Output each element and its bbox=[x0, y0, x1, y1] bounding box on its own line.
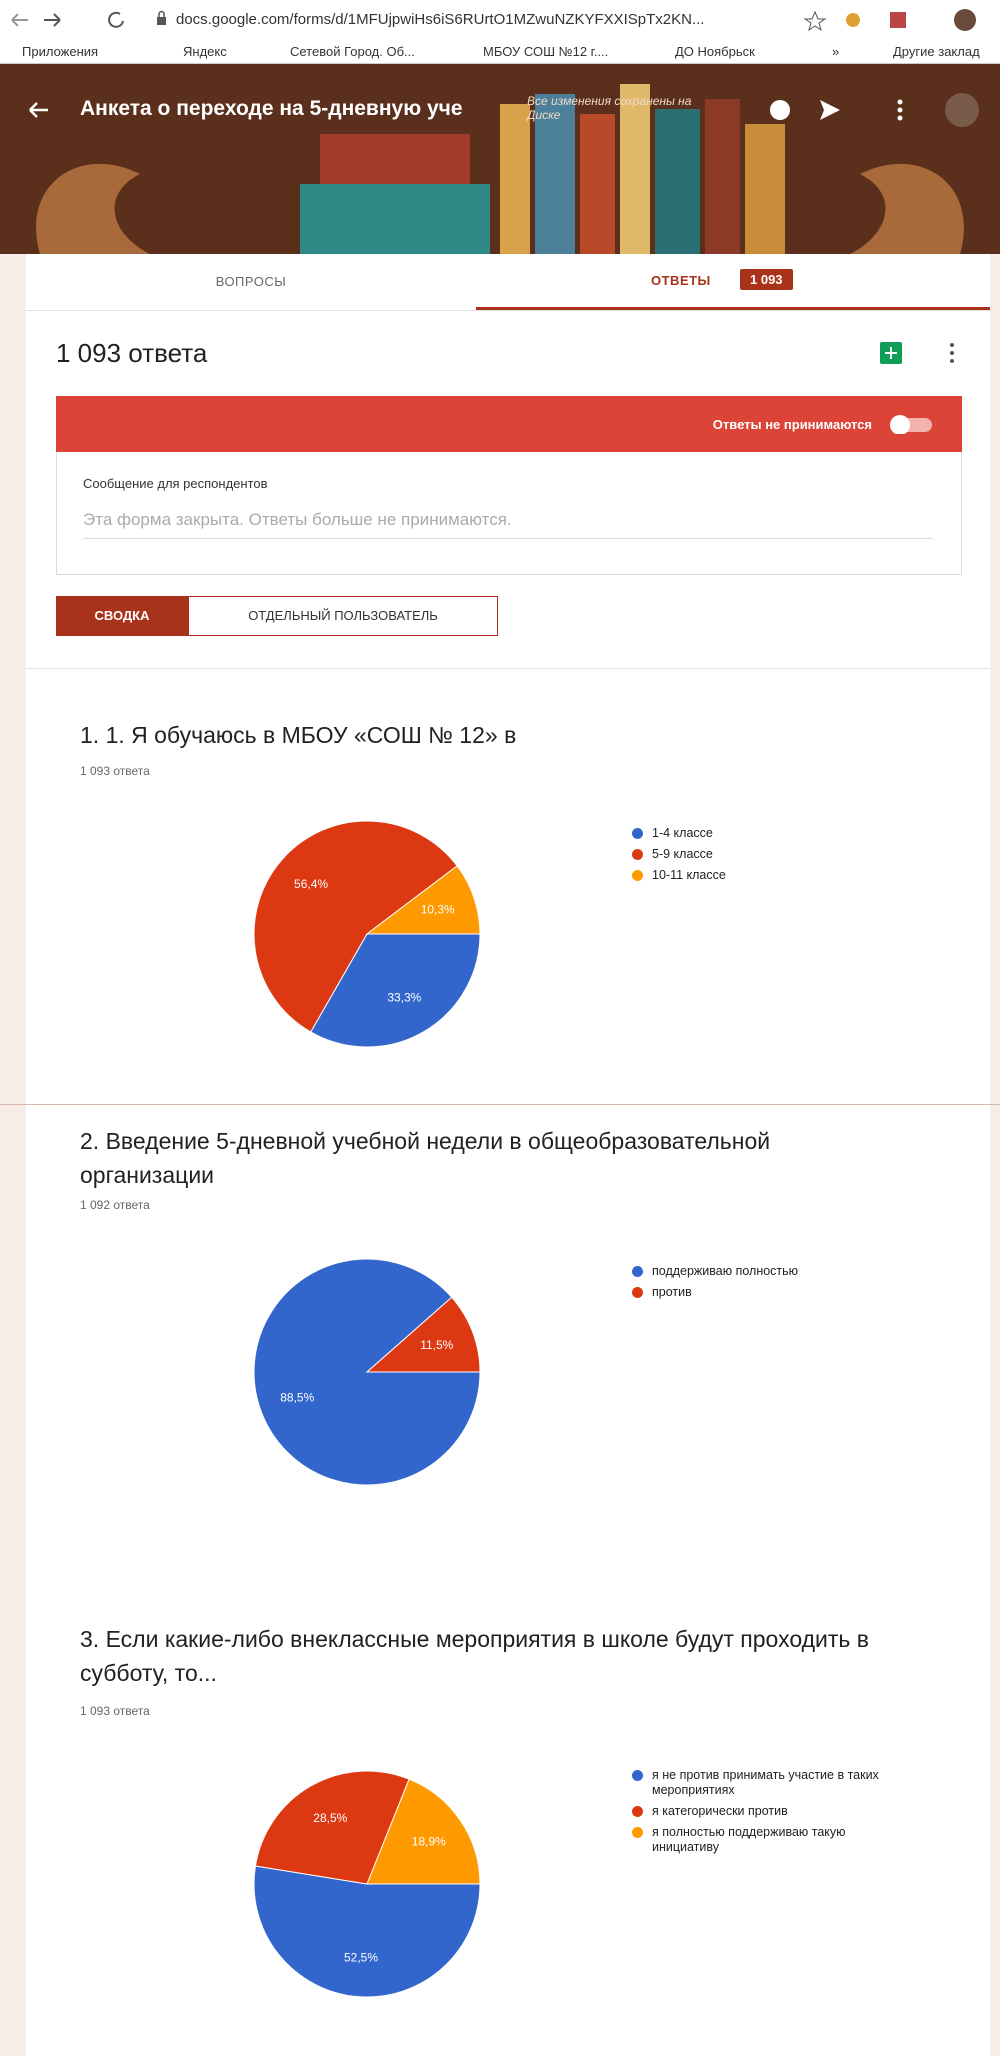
bookmark[interactable]: » bbox=[832, 44, 839, 59]
divider bbox=[26, 668, 990, 669]
legend: поддерживаю полностью против bbox=[632, 1264, 912, 1306]
pie-chart: 88,5% 11,5% bbox=[237, 1242, 497, 1502]
message-label: Сообщение для респондентов bbox=[83, 476, 268, 491]
status-text: Ответы не принимаются bbox=[713, 417, 872, 432]
bookmark[interactable]: Яндекс bbox=[183, 44, 227, 59]
legend-item: я полностью поддерживаю такую инициативу bbox=[632, 1825, 912, 1855]
pie-chart: 52,5% 28,5% 18,9% bbox=[237, 1754, 497, 2014]
legend-label: я не против принимать участие в таких ме… bbox=[652, 1768, 879, 1797]
slice-label: 18,9% bbox=[412, 1834, 446, 1848]
legend-item: поддерживаю полностью bbox=[632, 1264, 912, 1279]
legend-item: против bbox=[632, 1285, 912, 1300]
legend-dot bbox=[632, 1266, 643, 1277]
legend-dot bbox=[632, 1806, 643, 1817]
slice-label: 28,5% bbox=[313, 1811, 347, 1825]
slice-label: 52,5% bbox=[344, 1951, 378, 1965]
bookmark[interactable]: Приложения bbox=[22, 44, 98, 59]
bookmark[interactable]: МБОУ СОШ №12 г.... bbox=[483, 44, 608, 59]
legend-item: я не против принимать участие в таких ме… bbox=[632, 1768, 912, 1798]
legend-label: против bbox=[652, 1285, 692, 1299]
pie-slice bbox=[254, 1866, 480, 1997]
slice-label: 88,5% bbox=[280, 1391, 314, 1405]
view-button[interactable]: ОТДЕЛЬНЫЙ ПОЛЬЗОВАТЕЛЬ bbox=[188, 596, 498, 636]
toolbar-icons bbox=[870, 338, 960, 368]
slice-label: 33,3% bbox=[387, 991, 421, 1005]
divider bbox=[0, 1104, 1000, 1105]
bookmark[interactable]: ДО Ноябрьск bbox=[675, 44, 755, 59]
bookmark[interactable]: Другие заклад bbox=[893, 44, 980, 59]
view-button[interactable]: СВОДКА bbox=[56, 596, 188, 636]
legend-label: 1-4 классе bbox=[652, 826, 713, 840]
legend: я не против принимать участие в таких ме… bbox=[632, 1768, 912, 1861]
question-title: 1. 1. Я обучаюсь в МБОУ «СОШ № 12» в bbox=[80, 718, 900, 752]
tab-indicator bbox=[476, 307, 990, 310]
bookmarks-bar: Приложения Яндекс Сетевой Город. Об... М… bbox=[0, 40, 1000, 64]
question-count: 1 093 ответа bbox=[80, 764, 150, 778]
banner-art bbox=[0, 64, 1000, 254]
legend-label: я полностью поддерживаю такую инициативу bbox=[652, 1825, 846, 1854]
form-title: Анкета о переходе на 5-дневную уче bbox=[80, 97, 463, 121]
bookmark[interactable]: Сетевой Город. Об... bbox=[290, 44, 415, 59]
slice-label: 11,5% bbox=[420, 1338, 453, 1352]
banner: Анкета о переходе на 5-дневную уче Все и… bbox=[0, 64, 1000, 254]
tabs: ВОПРОСЫ ОТВЕТЫ 1 093 bbox=[26, 254, 990, 311]
screenshot: docs.google.com/forms/d/1MFUjpwiHs6iS6RU… bbox=[0, 0, 1000, 2056]
legend-dot bbox=[632, 1770, 643, 1781]
legend-label: 5-9 классе bbox=[652, 847, 713, 861]
slice-label: 10,3% bbox=[421, 902, 455, 916]
message-input[interactable]: Эта форма закрыта. Ответы больше не прин… bbox=[83, 510, 933, 539]
legend-dot bbox=[632, 1287, 643, 1298]
question-count: 1 093 ответа bbox=[80, 1704, 150, 1718]
save-status: Все изменения сохранены на Диске bbox=[527, 94, 727, 122]
status-bar: Ответы не принимаются bbox=[56, 396, 962, 452]
legend-label: я категорически против bbox=[652, 1804, 788, 1818]
tab[interactable]: ВОПРОСЫ bbox=[26, 254, 476, 310]
question-count: 1 092 ответа bbox=[80, 1198, 150, 1212]
legend-dot bbox=[632, 1827, 643, 1838]
legend-item: я категорически против bbox=[632, 1804, 912, 1819]
badge: 1 093 bbox=[740, 269, 793, 290]
legend-dot bbox=[632, 870, 643, 881]
toggle[interactable] bbox=[888, 414, 934, 434]
tab[interactable]: ОТВЕТЫ bbox=[651, 273, 711, 288]
legend-dot bbox=[632, 849, 643, 860]
legend-label: 10-11 классе bbox=[652, 868, 726, 882]
legend-label: поддерживаю полностью bbox=[652, 1264, 798, 1278]
legend-dot bbox=[632, 828, 643, 839]
legend-item: 5-9 классе bbox=[632, 847, 912, 862]
question-title: 3. Если какие-либо внеклассные мероприят… bbox=[80, 1622, 900, 1690]
legend-item: 1-4 классе bbox=[632, 826, 912, 841]
question-title: 2. Введение 5-дневной учебной недели в о… bbox=[80, 1124, 900, 1192]
url[interactable]: docs.google.com/forms/d/1MFUjpwiHs6iS6RU… bbox=[176, 11, 704, 28]
message-box: Сообщение для респондентов Эта форма зак… bbox=[56, 452, 962, 575]
pie-chart: 33,3% 56,4% 10,3% bbox=[237, 804, 497, 1064]
legend-item: 10-11 классе bbox=[632, 868, 912, 883]
address-bar: docs.google.com/forms/d/1MFUjpwiHs6iS6RU… bbox=[0, 0, 1000, 41]
responses-count: 1 093 ответа bbox=[56, 338, 207, 369]
legend: 1-4 классе 5-9 классе 10-11 классе bbox=[632, 826, 912, 889]
slice-label: 56,4% bbox=[294, 877, 328, 891]
